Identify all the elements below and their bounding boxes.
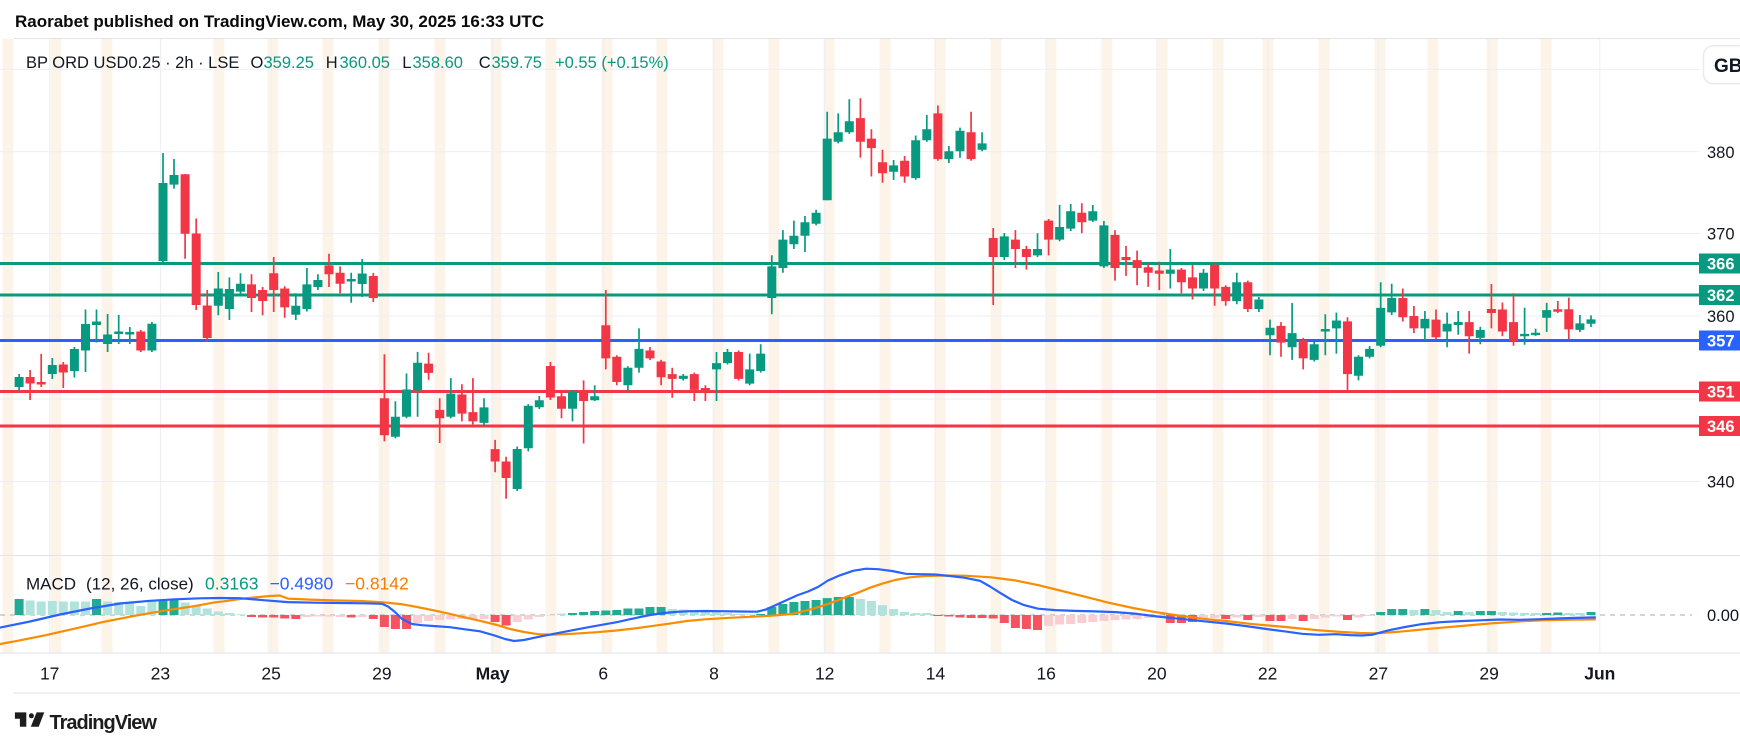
svg-text:GB: GB <box>1714 56 1740 77</box>
svg-text:Jun: Jun <box>1584 664 1615 684</box>
svg-text:351: 351 <box>1707 384 1735 402</box>
svg-text:22: 22 <box>1258 664 1277 684</box>
svg-text:380: 380 <box>1707 144 1735 162</box>
svg-text:25: 25 <box>261 664 280 684</box>
svg-text:360: 360 <box>1707 308 1735 326</box>
svg-text:O: O <box>251 54 264 72</box>
svg-text:(12, 26, close): (12, 26, close) <box>86 575 194 594</box>
svg-text:358.60: 358.60 <box>413 54 463 72</box>
svg-text:29: 29 <box>372 664 391 684</box>
svg-text:C: C <box>479 54 491 72</box>
svg-text:17: 17 <box>40 664 59 684</box>
svg-text:TradingView: TradingView <box>50 712 158 734</box>
svg-text:346: 346 <box>1707 418 1735 436</box>
svg-text:359.75: 359.75 <box>492 54 542 72</box>
svg-text:16: 16 <box>1036 664 1055 684</box>
svg-text:Raorabet published on TradingV: Raorabet published on TradingView.com, M… <box>15 12 544 31</box>
svg-text:BP ORD USD0.25 · 2h · LSE: BP ORD USD0.25 · 2h · LSE <box>26 54 239 72</box>
svg-text:370: 370 <box>1707 226 1735 244</box>
svg-text:29: 29 <box>1479 664 1498 684</box>
svg-text:340: 340 <box>1707 474 1735 492</box>
svg-text:−0.4980: −0.4980 <box>270 574 334 594</box>
svg-text:L: L <box>402 54 411 72</box>
svg-text:360.05: 360.05 <box>340 54 390 72</box>
svg-text:MACD: MACD <box>26 575 76 594</box>
svg-text:362: 362 <box>1707 287 1735 305</box>
svg-text:357: 357 <box>1707 333 1735 351</box>
svg-text:20: 20 <box>1147 664 1167 684</box>
svg-text:0.00: 0.00 <box>1707 607 1739 625</box>
svg-text:14: 14 <box>926 664 946 684</box>
svg-text:6: 6 <box>598 664 608 684</box>
svg-text:H: H <box>326 54 338 72</box>
svg-text:8: 8 <box>709 664 719 684</box>
svg-text:0.3163: 0.3163 <box>205 574 259 594</box>
svg-text:27: 27 <box>1369 664 1388 684</box>
svg-text:−0.8142: −0.8142 <box>345 574 409 594</box>
svg-text:23: 23 <box>151 664 170 684</box>
svg-text:+0.55 (+0.15%): +0.55 (+0.15%) <box>555 54 669 72</box>
svg-text:359.25: 359.25 <box>264 54 314 72</box>
svg-text:May: May <box>476 664 510 684</box>
svg-text:366: 366 <box>1707 256 1735 274</box>
svg-text:12: 12 <box>815 664 834 684</box>
